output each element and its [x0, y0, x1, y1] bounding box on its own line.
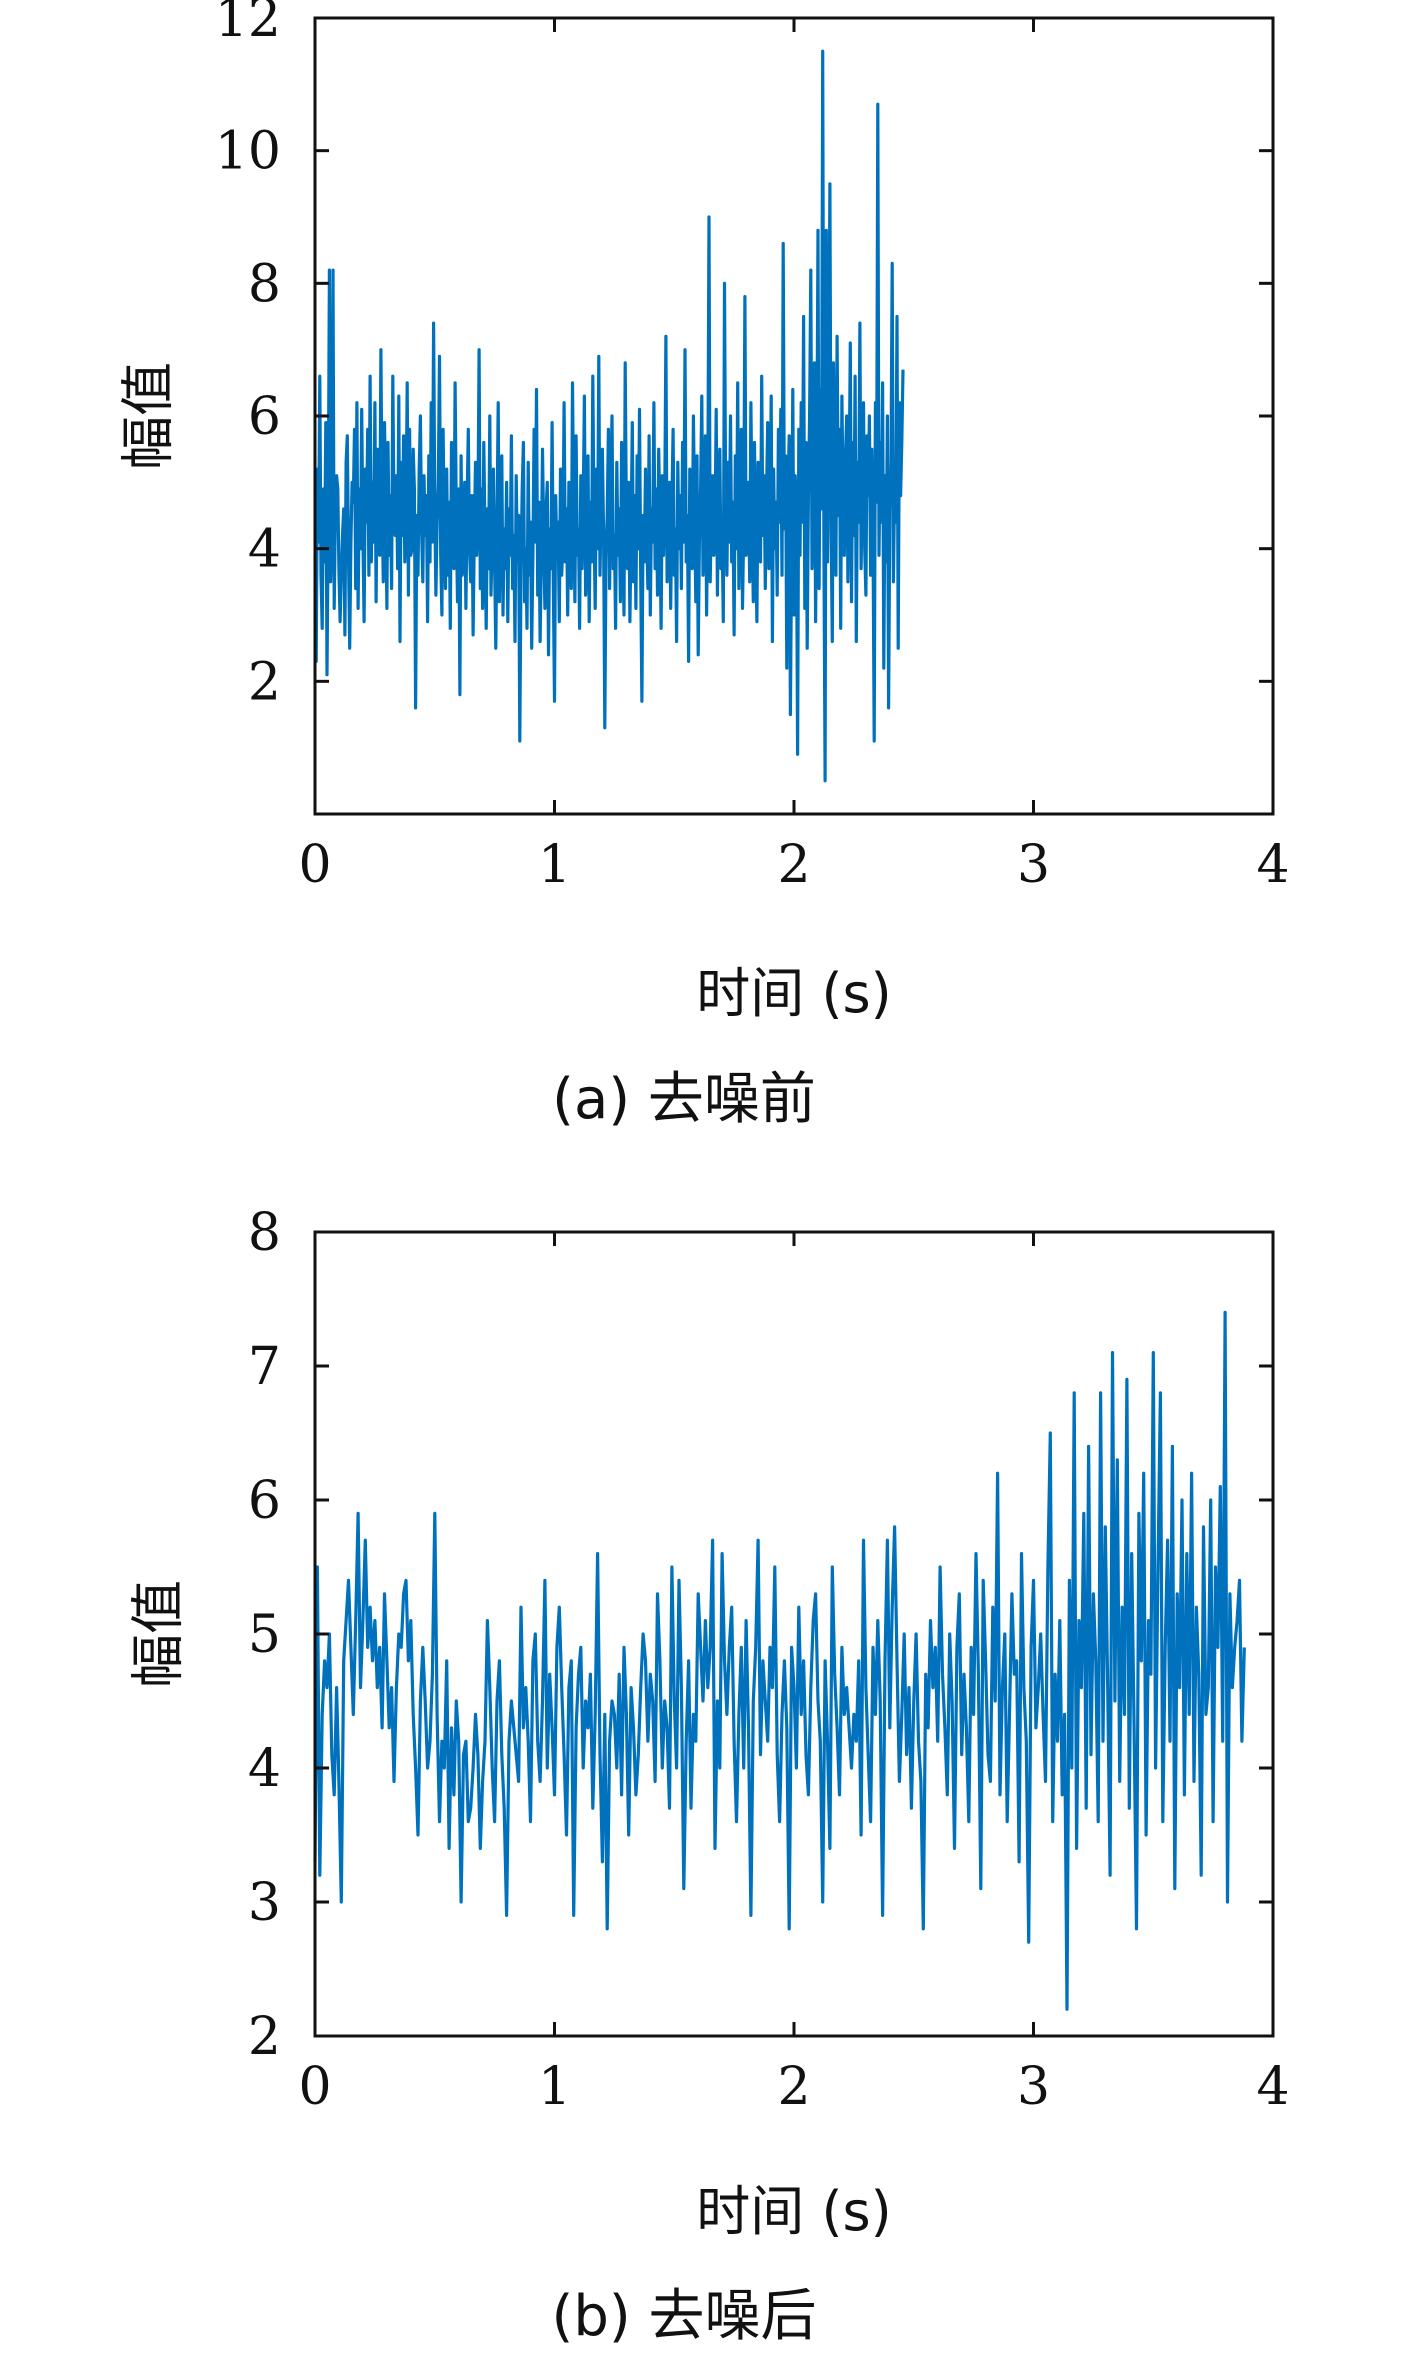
- x-tick-label: 4: [1256, 2057, 1289, 2117]
- x-tick-label: 0: [298, 2057, 331, 2117]
- y-tick-label: 7: [248, 1337, 281, 1397]
- y-tick-label: 8: [248, 254, 281, 314]
- chart-panel-b: 0 1 2 3 4 2 3 4 5 6 7 8 时间 (s) 幅值 (b) 去噪后: [127, 1203, 1290, 2349]
- y-axis-label-panel-a: 幅值: [117, 362, 180, 470]
- x-tick-label: 4: [1256, 835, 1289, 895]
- x-tick-label: 0: [298, 835, 331, 895]
- y-tick-label: 6: [248, 387, 281, 447]
- y-tick-label: 2: [248, 652, 281, 712]
- y-tick-label: 10: [215, 122, 281, 182]
- x-axis-label-panel-b: 时间 (s): [696, 2180, 891, 2243]
- y-tick-label: 8: [248, 1203, 281, 1263]
- y-tick-label: 2: [248, 2007, 281, 2067]
- series-line-panel-a: [313, 49, 905, 783]
- y-tick-label: 4: [248, 520, 281, 580]
- caption-panel-a: (a) 去噪前: [552, 1067, 816, 1132]
- x-tick-label: 2: [777, 835, 810, 895]
- caption-panel-b: (b) 去噪后: [551, 2284, 816, 2349]
- x-tick-label: 3: [1017, 835, 1050, 895]
- x-tick-label: 3: [1017, 2057, 1050, 2117]
- y-tick-label: 5: [248, 1605, 281, 1665]
- y-tick-label: 6: [248, 1471, 281, 1531]
- ticks-panel-b: 0 1 2 3 4 2 3 4 5 6 7 8: [248, 1203, 1290, 2117]
- x-tick-label: 2: [777, 2057, 810, 2117]
- x-tick-label: 1: [538, 2057, 571, 2117]
- y-axis-label-panel-b: 幅值: [127, 1580, 190, 1688]
- x-axis-label-panel-a: 时间 (s): [696, 962, 891, 1025]
- y-tick-label: 12: [215, 0, 281, 49]
- y-tick-label: 3: [248, 1873, 281, 1933]
- x-tick-label: 1: [538, 835, 571, 895]
- y-tick-label: 4: [248, 1739, 281, 1799]
- series-line-panel-b: [313, 1310, 1246, 2011]
